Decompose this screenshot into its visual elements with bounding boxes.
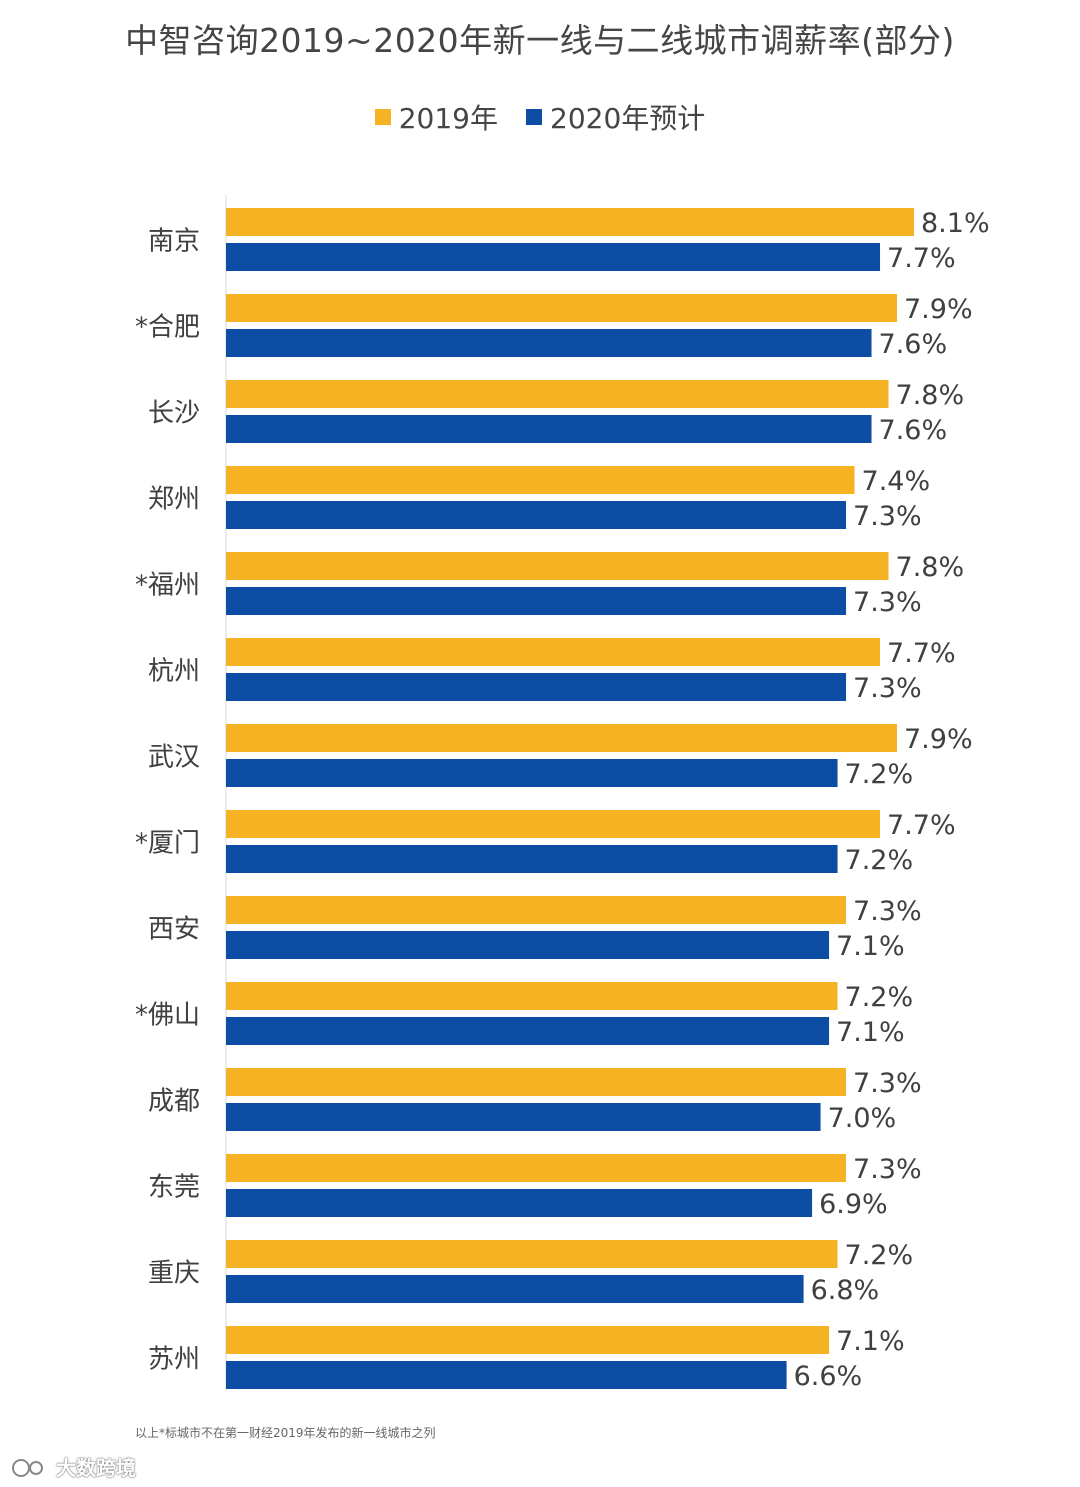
bar	[226, 329, 872, 357]
category-label: 东莞	[148, 1173, 200, 1203]
data-label: 6.8%	[811, 1275, 880, 1306]
category-label: 长沙	[148, 399, 200, 429]
bar	[226, 587, 847, 615]
bar	[226, 845, 838, 873]
data-label: 7.7%	[887, 243, 956, 274]
data-label: 7.1%	[836, 931, 905, 962]
data-label: 7.3%	[853, 896, 922, 927]
bar	[226, 896, 847, 924]
legend-swatch-2019	[374, 109, 391, 125]
category-label: 南京	[148, 227, 200, 257]
bar	[226, 1361, 787, 1389]
data-label: 7.2%	[845, 845, 914, 876]
bar	[226, 1103, 821, 1131]
category-label: 重庆	[148, 1259, 200, 1289]
bar	[226, 552, 889, 580]
data-label: 7.6%	[879, 415, 948, 446]
category-label: *合肥	[135, 313, 200, 343]
bar	[226, 810, 881, 838]
data-label: 7.1%	[836, 1326, 905, 1357]
data-label: 7.2%	[845, 1240, 914, 1271]
data-label: 7.8%	[896, 552, 965, 583]
data-label: 7.1%	[836, 1017, 905, 1048]
category-label: 成都	[148, 1087, 200, 1117]
data-label: 7.4%	[862, 466, 931, 497]
watermark: 大数跨境	[10, 1452, 136, 1481]
data-label: 6.6%	[794, 1361, 863, 1392]
legend: 2019年 2020年预计	[0, 97, 1080, 137]
data-label: 7.3%	[853, 673, 922, 704]
data-label: 7.2%	[845, 759, 914, 790]
legend-label-2020: 2020年预计	[550, 102, 706, 135]
bar	[226, 243, 881, 271]
bar	[226, 1154, 847, 1182]
category-label: 苏州	[148, 1345, 200, 1375]
chart-title: 中智咨询2019~2020年新一线与二线城市调薪率(部分)	[125, 21, 955, 60]
category-label: *佛山	[135, 1001, 200, 1031]
bar	[226, 1240, 838, 1268]
bar	[226, 1189, 813, 1217]
bar	[226, 1275, 804, 1303]
data-label: 7.3%	[853, 1068, 922, 1099]
data-label: 7.9%	[904, 294, 973, 325]
category-label: 郑州	[148, 485, 200, 515]
data-label: 7.3%	[853, 587, 922, 618]
legend-item-2020: 2020年预计	[526, 97, 705, 137]
category-label: 西安	[148, 915, 200, 945]
bar	[226, 380, 889, 408]
bar	[226, 931, 830, 959]
data-label: 7.7%	[887, 810, 956, 841]
bar	[226, 1068, 847, 1096]
data-label: 7.2%	[845, 982, 914, 1013]
bar	[226, 724, 898, 752]
bar	[226, 415, 872, 443]
data-label: 7.7%	[887, 638, 956, 669]
data-label: 8.1%	[921, 208, 990, 239]
legend-label-2019: 2019年	[398, 102, 498, 135]
category-label: *厦门	[135, 829, 200, 859]
bar	[226, 466, 855, 494]
data-label: 7.3%	[853, 1154, 922, 1185]
data-label: 7.8%	[896, 380, 965, 411]
bar	[226, 982, 838, 1010]
bar	[226, 1326, 830, 1354]
data-label: 6.9%	[819, 1189, 888, 1220]
category-label: 武汉	[148, 743, 200, 773]
bar	[226, 638, 881, 666]
watermark-text: 大数跨境	[56, 1456, 136, 1480]
data-label: 7.0%	[828, 1103, 897, 1134]
watermark-logo-icon	[12, 1458, 43, 1477]
data-label: 7.9%	[904, 724, 973, 755]
footnote: 以上*标城市不在第一财经2019年发布的新一线城市之列	[135, 1426, 436, 1440]
category-label: *福州	[135, 571, 200, 601]
legend-swatch-2020	[526, 109, 542, 125]
data-label: 7.6%	[879, 329, 948, 360]
category-label: 杭州	[148, 657, 200, 687]
bar	[226, 208, 914, 236]
bar	[226, 673, 847, 701]
data-label: 7.3%	[853, 501, 922, 532]
bar	[226, 1017, 830, 1045]
bar	[226, 501, 847, 529]
legend-item-2019: 2019年	[374, 97, 498, 137]
bar	[226, 759, 838, 787]
bar	[226, 294, 898, 322]
